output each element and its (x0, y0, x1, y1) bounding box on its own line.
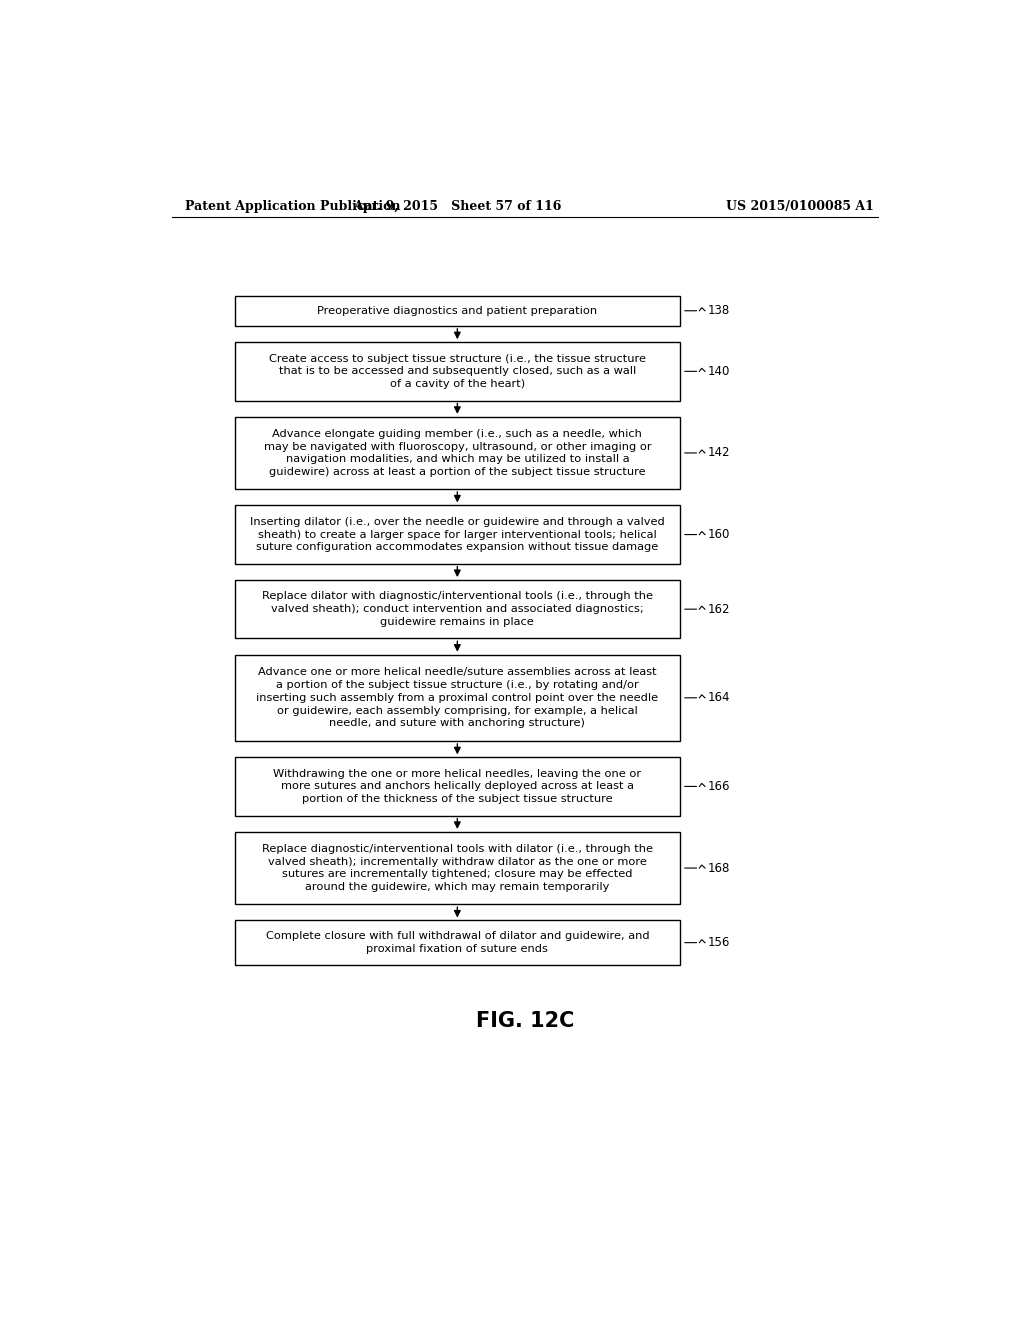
Text: Inserting dilator (i.e., over the needle or guidewire and through a valved
sheat: Inserting dilator (i.e., over the needle… (250, 516, 665, 552)
Text: Patent Application Publication: Patent Application Publication (185, 199, 400, 213)
Bar (236, 417, 680, 490)
Text: 164: 164 (709, 692, 730, 705)
Text: 138: 138 (709, 304, 730, 317)
Bar (236, 920, 680, 965)
Text: Preoperative diagnostics and patient preparation: Preoperative diagnostics and patient pre… (317, 306, 597, 315)
Text: Replace dilator with diagnostic/interventional tools (i.e., through the
valved s: Replace dilator with diagnostic/interven… (262, 591, 653, 627)
Bar (236, 296, 680, 326)
Bar (236, 506, 680, 564)
Bar (236, 832, 680, 904)
Text: 162: 162 (709, 603, 730, 615)
Text: FIG. 12C: FIG. 12C (475, 1011, 574, 1031)
Text: Complete closure with full withdrawal of dilator and guidewire, and
proximal fix: Complete closure with full withdrawal of… (265, 931, 649, 954)
Text: Replace diagnostic/interventional tools with dilator (i.e., through the
valved s: Replace diagnostic/interventional tools … (262, 843, 653, 892)
Text: 168: 168 (709, 862, 730, 875)
Text: Withdrawing the one or more helical needles, leaving the one or
more sutures and: Withdrawing the one or more helical need… (273, 768, 641, 804)
Bar (236, 342, 680, 400)
Text: 140: 140 (709, 364, 730, 378)
Text: Create access to subject tissue structure (i.e., the tissue structure
that is to: Create access to subject tissue structur… (269, 354, 646, 389)
Text: 166: 166 (709, 780, 730, 793)
Text: 160: 160 (709, 528, 730, 541)
Bar (236, 758, 680, 816)
Text: 142: 142 (709, 446, 730, 459)
Bar (236, 655, 680, 741)
Text: US 2015/0100085 A1: US 2015/0100085 A1 (726, 199, 873, 213)
Text: Apr. 9, 2015   Sheet 57 of 116: Apr. 9, 2015 Sheet 57 of 116 (353, 199, 561, 213)
Text: 156: 156 (709, 936, 730, 949)
Bar (236, 579, 680, 639)
Text: Advance elongate guiding member (i.e., such as a needle, which
may be navigated : Advance elongate guiding member (i.e., s… (263, 429, 651, 477)
Text: Advance one or more helical needle/suture assemblies across at least
a portion o: Advance one or more helical needle/sutur… (256, 667, 658, 729)
